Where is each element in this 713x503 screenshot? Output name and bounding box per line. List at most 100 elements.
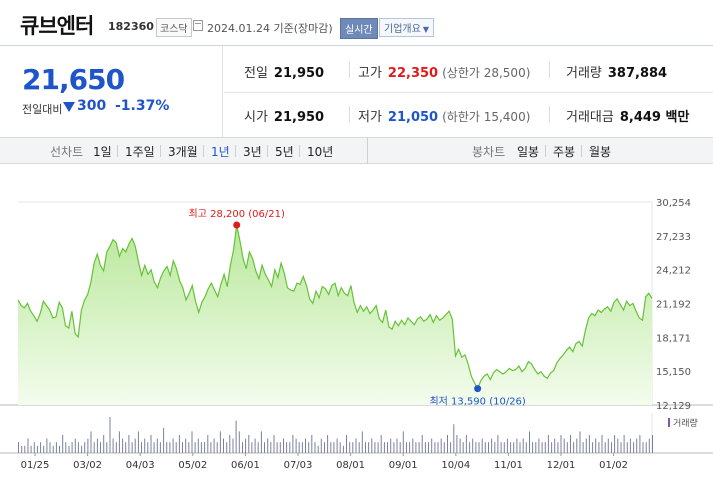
volume-bar xyxy=(402,431,404,453)
volume-bar xyxy=(368,442,370,453)
volume-bar xyxy=(207,435,209,453)
tab-divider xyxy=(581,145,582,157)
volume-bar xyxy=(406,442,407,453)
tab-divider xyxy=(160,145,161,157)
volume-bar xyxy=(459,438,461,453)
volume-bar xyxy=(614,435,616,453)
volume-bar xyxy=(374,442,376,453)
volume-bar xyxy=(377,442,379,453)
volume-bar xyxy=(200,442,202,453)
volume-bar xyxy=(500,442,502,453)
change-percent: -1.37% xyxy=(115,98,170,114)
y-tick-label: 18,171 xyxy=(656,333,691,344)
volume-bar xyxy=(339,442,341,453)
volume-bar xyxy=(560,435,562,453)
current-price-panel: 21,650 전일대비 300 -1.37% xyxy=(0,46,223,138)
volume-bar xyxy=(554,438,556,453)
volume-bar xyxy=(122,438,124,453)
volume-bar xyxy=(153,442,155,453)
volume-bar xyxy=(81,445,83,453)
x-tick-label: 04/03 xyxy=(126,460,155,471)
volume-bar xyxy=(112,438,114,453)
volume-bar xyxy=(40,442,42,453)
volume-bar xyxy=(194,442,196,453)
stock-header: 큐브엔터 182360 코스닥 2024.01.24 기준(장마감) 실시간 기… xyxy=(0,0,713,44)
tab-3y[interactable]: 3년 xyxy=(243,145,262,159)
volume-bar xyxy=(178,435,180,453)
volume-bar xyxy=(55,442,57,453)
volume-bar xyxy=(298,442,300,453)
volume-bar xyxy=(49,442,51,453)
tab-3m[interactable]: 3개월 xyxy=(168,145,198,159)
volume-bar xyxy=(510,442,512,453)
min-marker xyxy=(474,385,482,393)
volume-bar xyxy=(421,435,423,453)
volume-bar xyxy=(396,438,398,453)
open-label: 시가 xyxy=(244,110,268,125)
volume-bar xyxy=(592,442,594,453)
x-tick-label: 11/01 xyxy=(494,460,523,471)
chart-tabs: 선차트 1일 1주일 3개월 1년 3년 5년 10년 봉차트 일봉 주봉 월봉 xyxy=(0,137,713,164)
volume-bar xyxy=(469,442,471,453)
volume-value: 387,884 xyxy=(607,66,668,81)
tab-1y[interactable]: 1년 xyxy=(211,145,230,159)
tab-1d[interactable]: 1일 xyxy=(93,145,112,159)
basis-text: 기준(장마감) xyxy=(273,22,333,35)
volume-bar xyxy=(544,442,546,453)
tab-daily[interactable]: 일봉 xyxy=(517,145,540,159)
lower-limit: (하한가 15,400) xyxy=(442,110,531,124)
tab-monthly[interactable]: 월봉 xyxy=(589,145,612,159)
low-value: 21,050 xyxy=(387,110,439,125)
volume-bar xyxy=(106,442,108,453)
company-info-button[interactable]: 기업개요 ▼ xyxy=(379,18,434,37)
volume-bar xyxy=(254,438,256,453)
prev-value: 21,950 xyxy=(273,66,325,81)
volume-bar xyxy=(497,435,499,453)
volume-bar xyxy=(437,442,439,453)
volume-bar xyxy=(295,438,297,453)
volume-bar xyxy=(582,442,584,453)
tab-divider xyxy=(117,145,118,157)
volume-bar xyxy=(434,442,436,453)
volume-bar xyxy=(21,445,23,453)
volume-bar xyxy=(428,442,429,453)
row-divider xyxy=(224,92,713,93)
volume-bar xyxy=(529,431,530,453)
tab-1w[interactable]: 1주일 xyxy=(125,145,155,159)
volume-bar xyxy=(96,438,98,453)
tab-weekly[interactable]: 주봉 xyxy=(553,145,576,159)
volume-bar xyxy=(213,438,215,453)
volume-bar xyxy=(311,435,313,453)
volume-bar xyxy=(103,435,105,453)
volume-bar xyxy=(387,442,388,453)
volume-bar xyxy=(232,438,234,453)
volume-bar xyxy=(27,438,29,453)
y-tick-label: 30,254 xyxy=(656,198,691,209)
x-tick-label: 07/03 xyxy=(284,460,313,471)
volume-bar xyxy=(532,442,534,453)
volume-bar xyxy=(547,435,549,453)
volume-bar xyxy=(257,442,259,453)
price-area xyxy=(18,225,652,405)
x-tick-label: 10/04 xyxy=(441,460,470,471)
realtime-button[interactable]: 실시간 xyxy=(340,18,378,39)
y-tick-label: 15,150 xyxy=(656,367,691,378)
volume-bar xyxy=(182,442,183,453)
divider xyxy=(349,106,350,122)
volume-bar xyxy=(424,442,426,453)
volume-bar xyxy=(289,442,291,453)
tab-10y[interactable]: 10년 xyxy=(307,145,334,159)
volume-bar xyxy=(141,442,142,453)
volume-bar xyxy=(484,442,486,453)
x-tick-label: 09/01 xyxy=(389,460,418,471)
volume-bar xyxy=(462,442,464,453)
volume-bar xyxy=(156,438,158,453)
tab-divider xyxy=(235,145,236,157)
volume-bar xyxy=(163,427,165,453)
tab-5y[interactable]: 5년 xyxy=(275,145,294,159)
volume-bar xyxy=(210,442,212,453)
volume-bar xyxy=(541,442,543,453)
x-tick-label: 01/02 xyxy=(599,460,628,471)
volume-bar xyxy=(352,442,354,453)
market-badge: 코스닥 xyxy=(156,18,192,37)
